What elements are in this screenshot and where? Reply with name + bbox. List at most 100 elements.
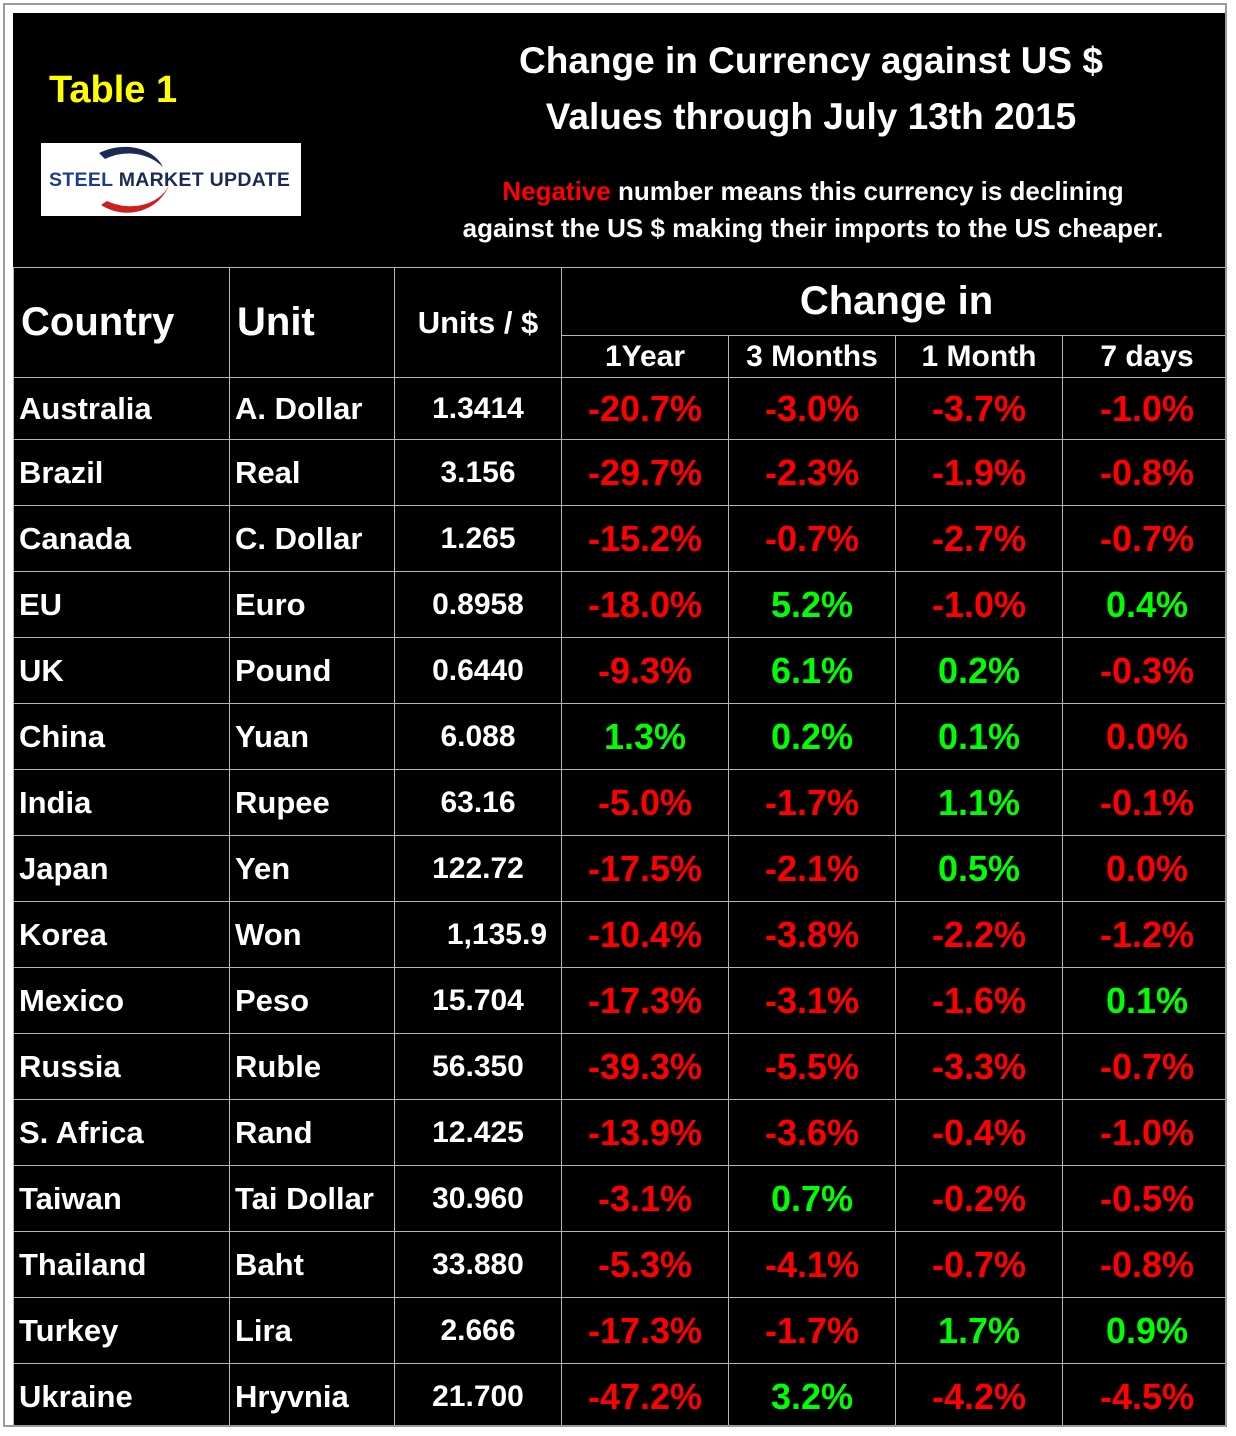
- unit-cell: C. Dollar: [229, 505, 395, 572]
- table-row: Japan Yen 122.72 -17.5% -2.1% 0.5% 0.0%: [13, 835, 1225, 902]
- rate-cell: 33.880: [394, 1231, 562, 1298]
- unit-cell: Peso: [229, 967, 395, 1034]
- change-cell: 3.2%: [728, 1363, 896, 1425]
- change-cell: 0.2%: [895, 637, 1063, 704]
- change-cell: -2.7%: [895, 505, 1063, 572]
- change-cell: -13.9%: [561, 1099, 729, 1166]
- change-cell: -17.5%: [561, 835, 729, 902]
- note-line-1: Negative number means this currency is d…: [395, 173, 1225, 210]
- logo-wordmark: STEEL MARKET UPDATE: [49, 169, 291, 191]
- country-cell: Turkey: [13, 1297, 230, 1364]
- currency-panel: Table 1 STEEL MARKET UPDATE Change in Cu…: [13, 13, 1225, 1425]
- table-row: Turkey Lira 2.666 -17.3% -1.7% 1.7% 0.9%: [13, 1297, 1225, 1364]
- change-cell: -39.3%: [561, 1033, 729, 1100]
- table-row: Russia Ruble 56.350 -39.3% -5.5% -3.3% -0.7%: [13, 1033, 1225, 1100]
- country-cell: Thailand: [13, 1231, 230, 1298]
- unit-cell: Won: [229, 901, 395, 968]
- change-cell: -2.2%: [895, 901, 1063, 968]
- rate-cell: 56.350: [394, 1033, 562, 1100]
- change-cell: -0.7%: [895, 1231, 1063, 1298]
- country-cell: UK: [13, 637, 230, 704]
- unit-cell: A. Dollar: [229, 377, 395, 440]
- change-cell: -1.7%: [728, 769, 896, 836]
- header-country: Country: [13, 267, 230, 378]
- negative-word: Negative: [502, 176, 611, 206]
- unit-cell: Yen: [229, 835, 395, 902]
- change-cell: -3.6%: [728, 1099, 896, 1166]
- change-cell: -0.7%: [728, 505, 896, 572]
- country-cell: Taiwan: [13, 1165, 230, 1232]
- table-row: Ukraine Hryvnia 21.700 -47.2% 3.2% -4.2% -4.5%: [13, 1363, 1225, 1425]
- change-cell: -0.8%: [1061, 1231, 1225, 1298]
- change-cell: 1.3%: [561, 703, 729, 770]
- rate-cell: 1,135.9: [394, 901, 562, 968]
- rate-cell: 0.6440: [394, 637, 562, 704]
- steel-market-update-logo: STEEL MARKET UPDATE: [41, 143, 301, 216]
- change-cell: 0.1%: [895, 703, 1063, 770]
- unit-cell: Tai Dollar: [229, 1165, 395, 1232]
- table-row: UK Pound 0.6440 -9.3% 6.1% 0.2% -0.3%: [13, 637, 1225, 704]
- table-row: Australia A. Dollar 1.3414 -20.7% -3.0% -3.7%…: [13, 377, 1225, 440]
- change-cell: -4.1%: [728, 1231, 896, 1298]
- change-cell: -2.1%: [728, 835, 896, 902]
- change-cell: -1.0%: [895, 571, 1063, 638]
- unit-cell: Rupee: [229, 769, 395, 836]
- change-cell: -15.2%: [561, 505, 729, 572]
- table-row: Canada C. Dollar 1.265 -15.2% -0.7% -2.7% -0.7…: [13, 505, 1225, 572]
- change-cell: -4.2%: [895, 1363, 1063, 1425]
- change-cell: -5.3%: [561, 1231, 729, 1298]
- table-row: Korea Won 1,135.9 -10.4% -3.8% -2.2% -1.2%: [13, 901, 1225, 968]
- header-7days: 7 days: [1061, 335, 1225, 378]
- change-cell: -1.0%: [1061, 1099, 1225, 1166]
- header-row-2: 1Year 3 Months 1 Month 7 days: [14, 335, 1225, 378]
- rate-cell: 3.156: [394, 439, 562, 506]
- change-cell: 0.0%: [1061, 703, 1225, 770]
- country-cell: Russia: [13, 1033, 230, 1100]
- header-unit: Unit: [229, 267, 395, 378]
- country-cell: S. Africa: [13, 1099, 230, 1166]
- change-cell: 0.4%: [1061, 571, 1225, 638]
- rate-cell: 122.72: [394, 835, 562, 902]
- change-cell: -0.5%: [1061, 1165, 1225, 1232]
- change-cell: -47.2%: [561, 1363, 729, 1425]
- currency-table: Country Unit Units / $ Change in 1Year 3…: [13, 267, 1225, 1425]
- change-cell: -0.8%: [1061, 439, 1225, 506]
- change-cell: -0.4%: [895, 1099, 1063, 1166]
- change-cell: -2.3%: [728, 439, 896, 506]
- unit-cell: Euro: [229, 571, 395, 638]
- change-cell: -0.7%: [1061, 1033, 1225, 1100]
- change-cell: -3.8%: [728, 901, 896, 968]
- country-cell: EU: [13, 571, 230, 638]
- rate-cell: 21.700: [394, 1363, 562, 1425]
- change-cell: -3.1%: [561, 1165, 729, 1232]
- change-cell: 0.7%: [728, 1165, 896, 1232]
- change-cell: -0.3%: [1061, 637, 1225, 704]
- table-row: Taiwan Tai Dollar 30.960 -3.1% 0.7% -0.2% -0.5…: [13, 1165, 1225, 1232]
- change-cell: 1.1%: [895, 769, 1063, 836]
- change-cell: 0.2%: [728, 703, 896, 770]
- unit-cell: Baht: [229, 1231, 395, 1298]
- change-cell: -1.9%: [895, 439, 1063, 506]
- title-line-1: Change in Currency against US $: [519, 40, 1103, 81]
- rate-cell: 63.16: [394, 769, 562, 836]
- unit-cell: Yuan: [229, 703, 395, 770]
- change-cell: -3.1%: [728, 967, 896, 1034]
- unit-cell: Hryvnia: [229, 1363, 395, 1425]
- change-cell: -1.7%: [728, 1297, 896, 1364]
- table-row: S. Africa Rand 12.425 -13.9% -3.6% -0.4% -1.0%: [13, 1099, 1225, 1166]
- rate-cell: 0.8958: [394, 571, 562, 638]
- change-cell: 0.5%: [895, 835, 1063, 902]
- unit-cell: Lira: [229, 1297, 395, 1364]
- change-cell: -10.4%: [561, 901, 729, 968]
- negative-note: Negative number means this currency is d…: [395, 173, 1225, 247]
- rate-cell: 15.704: [394, 967, 562, 1034]
- change-cell: -5.0%: [561, 769, 729, 836]
- table-row: Mexico Peso 15.704 -17.3% -3.1% -1.6% 0.1%: [13, 967, 1225, 1034]
- change-cell: -3.7%: [895, 377, 1063, 440]
- change-cell: -0.1%: [1061, 769, 1225, 836]
- change-cell: -17.3%: [561, 1297, 729, 1364]
- chart-title: Change in Currency against US $ Values t…: [411, 33, 1211, 145]
- change-cell: -1.6%: [895, 967, 1063, 1034]
- country-cell: Mexico: [13, 967, 230, 1034]
- rate-cell: 2.666: [394, 1297, 562, 1364]
